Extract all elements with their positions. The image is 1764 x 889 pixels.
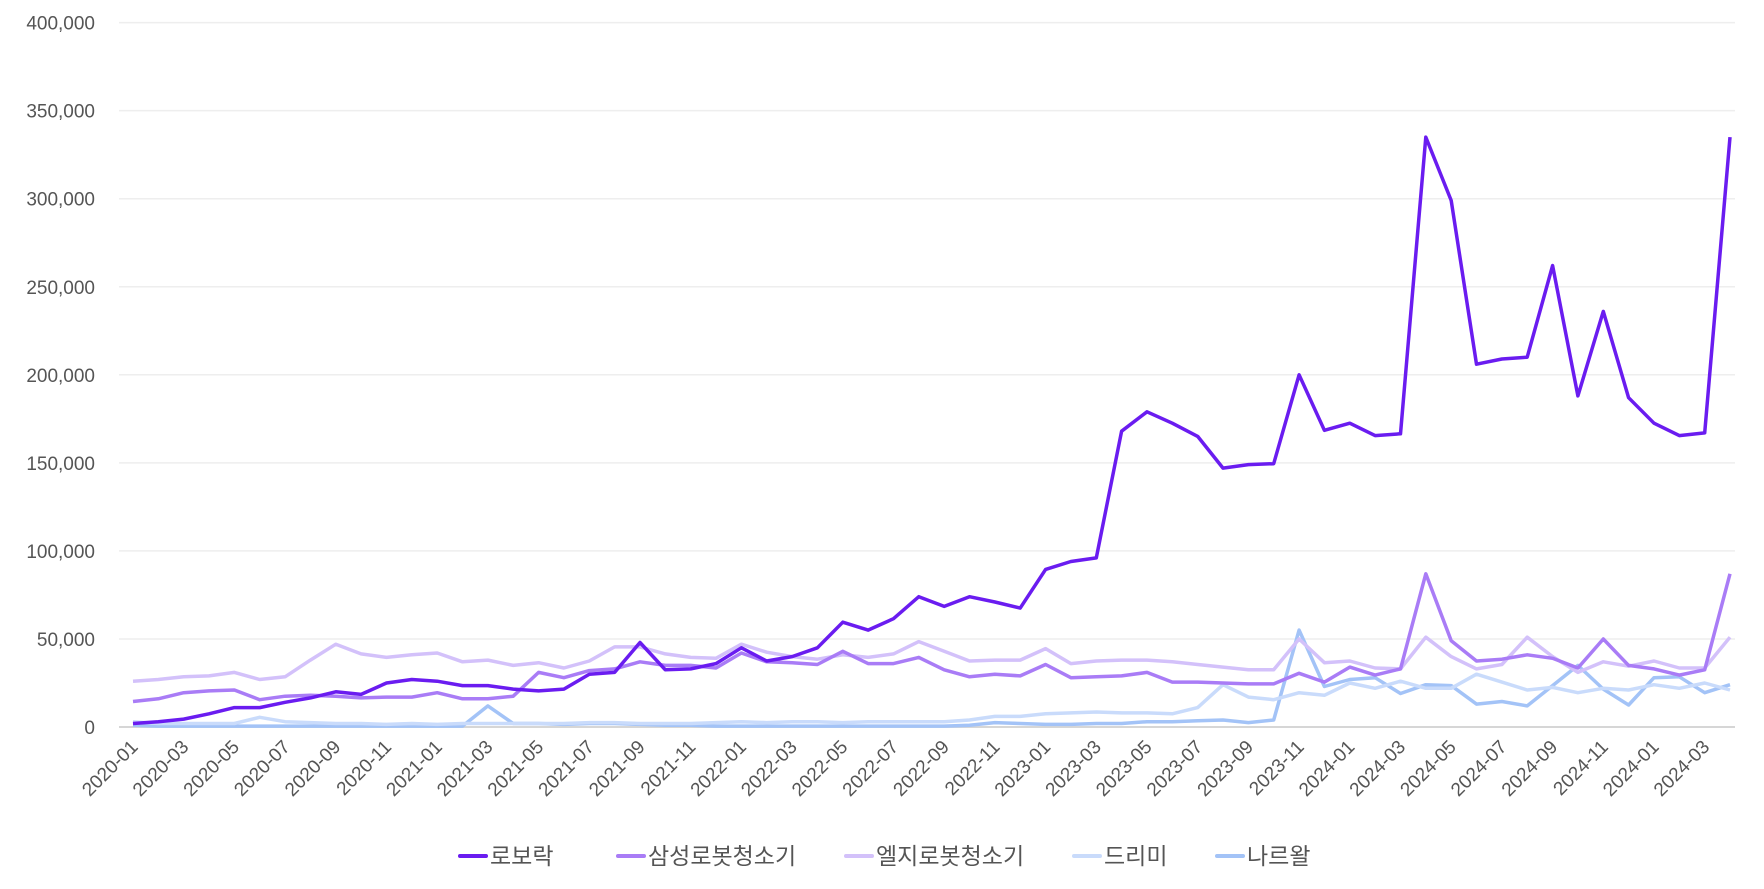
y-tick-label: 100,000 bbox=[26, 542, 95, 563]
y-tick-label: 400,000 bbox=[26, 14, 95, 35]
legend-item[interactable]: 삼성로봇청소기 bbox=[616, 844, 796, 870]
x-tick-label: 2024-09 bbox=[1498, 737, 1562, 801]
x-axis-ticks: 2020-012020-032020-052020-072020-092020-… bbox=[78, 737, 1714, 801]
legend-item[interactable]: 나르왈 bbox=[1215, 844, 1310, 870]
series-lines bbox=[132, 135, 1732, 728]
series-line bbox=[132, 572, 1732, 704]
legend-label: 나르왈 bbox=[1247, 844, 1310, 870]
series-line bbox=[132, 135, 1732, 726]
y-tick-label: 200,000 bbox=[26, 366, 95, 387]
x-tick-label: 2020-09 bbox=[281, 737, 345, 801]
legend-label: 엘지로봇청소기 bbox=[876, 844, 1024, 870]
legend-item[interactable]: 엘지로봇청소기 bbox=[844, 844, 1024, 870]
x-tick-label: 2023-09 bbox=[1194, 737, 1258, 801]
y-tick-label: 300,000 bbox=[26, 190, 95, 211]
x-tick-label: 2021-09 bbox=[585, 737, 649, 801]
series-line bbox=[132, 635, 1732, 683]
legend-label: 삼성로봇청소기 bbox=[648, 844, 796, 870]
y-axis-ticks: 0 50,000 100,000 150,000 200,000 250,000 300,0… bbox=[26, 14, 95, 739]
legend: 로보락 삼성로봇청소기 엘지로봇청소기 드리미 나르왈 bbox=[458, 844, 1310, 870]
legend-item[interactable]: 로보락 bbox=[458, 844, 553, 870]
series-line bbox=[132, 672, 1731, 727]
legend-label: 드리미 bbox=[1104, 844, 1167, 870]
y-tick-label: 250,000 bbox=[26, 278, 95, 299]
legend-item[interactable]: 드리미 bbox=[1072, 844, 1167, 870]
y-tick-label: 350,000 bbox=[26, 102, 95, 123]
legend-label: 로보락 bbox=[490, 844, 553, 870]
series-line bbox=[132, 628, 1731, 728]
x-tick-label: 2022-09 bbox=[890, 737, 954, 801]
gridlines bbox=[119, 21, 1735, 728]
y-tick-label: 0 bbox=[84, 718, 95, 739]
x-tick-label: 2024-03 bbox=[1650, 737, 1714, 801]
y-tick-label: 150,000 bbox=[26, 454, 95, 475]
y-tick-label: 50,000 bbox=[37, 630, 95, 651]
